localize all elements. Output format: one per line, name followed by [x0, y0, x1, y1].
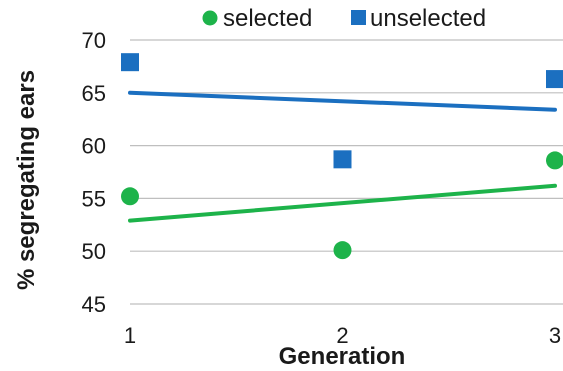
x-tick-label: 2	[336, 323, 348, 348]
legend-marker-unselected	[351, 10, 366, 25]
point-unselected-gen1	[121, 53, 139, 72]
gridlines	[130, 39, 563, 305]
point-selected-gen3	[546, 151, 563, 170]
x-tick-label: 1	[124, 323, 136, 348]
y-tick-label: 55	[82, 186, 106, 211]
y-tick-labels: 45 50 55 60 65 70	[82, 28, 106, 317]
x-tick-label: 3	[549, 323, 561, 348]
x-axis-title: Generation	[279, 343, 406, 370]
y-tick-label: 70	[82, 28, 106, 53]
point-selected-gen1	[121, 187, 139, 206]
y-tick-label: 60	[82, 134, 106, 159]
y-tick-label: 50	[82, 239, 106, 264]
point-unselected-gen2	[333, 150, 352, 169]
point-unselected-gen3	[546, 70, 563, 89]
trendline-unselected	[128, 90, 557, 112]
x-tick-labels: 1 2 3	[124, 323, 561, 348]
legend: selected unselected	[202, 5, 486, 32]
point-selected-gen2	[333, 241, 352, 260]
legend-label-unselected: unselected	[370, 5, 486, 32]
data-markers	[121, 53, 563, 260]
legend-label-selected: selected	[223, 5, 312, 32]
legend-marker-selected	[202, 10, 218, 26]
trendlines	[128, 90, 557, 223]
trendline-selected	[128, 183, 557, 223]
y-tick-label: 65	[82, 81, 106, 106]
y-axis-title: % segregating ears	[13, 70, 40, 290]
y-tick-label: 45	[82, 292, 106, 317]
